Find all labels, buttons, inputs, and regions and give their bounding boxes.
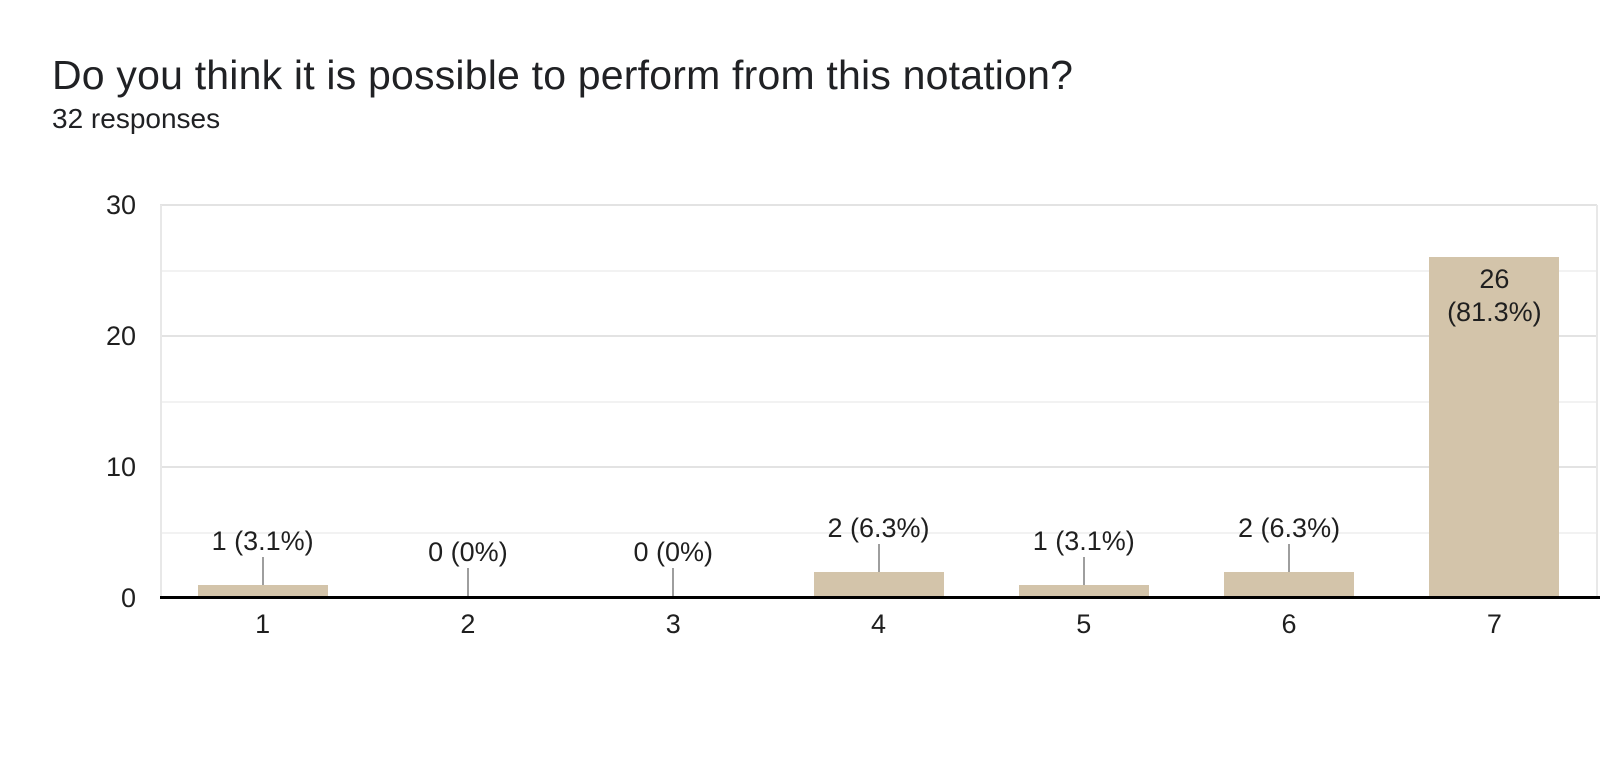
- gridline-15: [160, 400, 1597, 403]
- y-axis-tick-label: 30: [105, 190, 136, 220]
- bar-1: [197, 585, 328, 598]
- annotation-stem: [466, 568, 469, 596]
- gridline-5: [160, 531, 1597, 534]
- bar-value-label: 2 (6.3%): [827, 513, 930, 543]
- bar-value-label: 26 (81.3%): [1447, 264, 1542, 327]
- bar-6: [1224, 572, 1355, 598]
- x-axis-tick-label: 7: [1486, 609, 1502, 639]
- bar-value-label: 1 (3.1%): [1032, 526, 1135, 556]
- plot-border-right: [1596, 205, 1598, 598]
- x-axis-line: [160, 596, 1600, 599]
- y-axis-tick-label: 20: [105, 321, 136, 351]
- question-title: Do you think it is possible to perform f…: [52, 52, 1074, 98]
- bar-value-label: 0 (0%): [428, 537, 508, 567]
- x-axis-tick-label: 2: [460, 609, 476, 639]
- annotation-stem: [877, 544, 880, 572]
- response-count: 32 responses: [52, 103, 221, 134]
- bar-7: [1429, 257, 1560, 598]
- bar-value-label: 1 (3.1%): [211, 526, 314, 556]
- bar-5: [1018, 585, 1149, 598]
- gridline-30: [160, 204, 1597, 206]
- bar-value-label: 2 (6.3%): [1238, 513, 1341, 543]
- y-axis-tick-label: 0: [120, 583, 136, 613]
- annotation-stem: [1288, 544, 1291, 572]
- y-axis-tick-label: 10: [105, 452, 136, 482]
- bar-value-label: 0 (0%): [633, 537, 713, 567]
- annotation-stem: [1082, 557, 1085, 585]
- x-axis-tick-label: 1: [255, 609, 271, 639]
- x-axis-tick-label: 3: [665, 609, 681, 639]
- bar-4: [813, 572, 944, 598]
- annotation-stem: [672, 568, 675, 596]
- gridline-10: [160, 466, 1597, 468]
- annotation-stem: [261, 557, 264, 585]
- plot-border-left: [160, 205, 162, 598]
- x-axis-tick-label: 4: [870, 609, 887, 639]
- gridline-20: [160, 335, 1597, 337]
- x-axis-tick-label: 6: [1281, 609, 1297, 639]
- gridline-25: [160, 269, 1597, 272]
- x-axis-tick-label: 5: [1076, 609, 1092, 639]
